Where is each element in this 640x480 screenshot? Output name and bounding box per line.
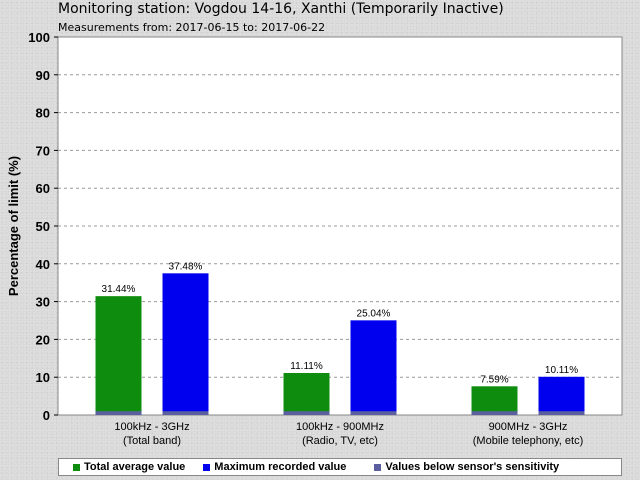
y-tick-label: 10 (36, 370, 50, 385)
chart-subtitle: Measurements from: 2017-06-15 to: 2017-0… (58, 21, 326, 34)
bar-maximum (350, 320, 397, 415)
bar-average (283, 373, 330, 415)
bar-average (95, 296, 142, 415)
bar-below-sensitivity (538, 411, 585, 415)
y-axis-label: Percentage of limit (%) (6, 156, 21, 296)
bar-below-sensitivity (471, 411, 518, 415)
legend-swatch-average (73, 463, 80, 471)
y-tick-label: 20 (36, 332, 50, 347)
data-label-maximum: 10.11% (545, 365, 578, 376)
bar-below-sensitivity (283, 411, 330, 415)
x-category-label: 900MHz - 3GHz (489, 421, 568, 433)
legend-item-below-sensitivity: Values below sensor's sensitivity (374, 461, 559, 473)
legend: Total average value Maximum recorded val… (58, 458, 622, 476)
x-category-sublabel: (Mobile telephony, etc) (473, 435, 583, 447)
x-category-sublabel: (Radio, TV, etc) (302, 435, 378, 447)
legend-swatch-below-sensitivity (374, 463, 382, 471)
y-tick-label: 50 (36, 219, 50, 234)
bar-below-sensitivity (95, 411, 142, 415)
legend-label-average: Total average value (84, 461, 186, 473)
x-category-label: 100kHz - 3GHz (114, 421, 189, 433)
y-tick-label: 70 (36, 143, 50, 158)
legend-label-maximum: Maximum recorded value (214, 461, 347, 473)
bar-below-sensitivity (162, 411, 209, 415)
data-label-average: 31.44% (102, 284, 136, 295)
y-tick-label: 90 (36, 68, 50, 83)
data-label-average: 11.11% (290, 361, 323, 372)
bar-maximum (538, 376, 585, 415)
data-label-average: 7.59% (480, 374, 508, 385)
data-label-maximum: 37.48% (169, 261, 203, 272)
bar-below-sensitivity (350, 411, 397, 415)
chart-title: Monitoring station: Vogdou 14-16, Xanthi… (58, 1, 504, 17)
x-category-sublabel: (Total band) (123, 435, 181, 447)
y-tick-label: 80 (36, 106, 50, 121)
y-tick-label: 30 (36, 295, 50, 310)
y-tick-label: 0 (43, 408, 50, 423)
y-tick-label: 60 (36, 181, 50, 196)
legend-swatch-maximum (203, 463, 211, 471)
bar-average (471, 386, 518, 415)
x-category-label: 100kHz - 900MHz (296, 421, 384, 433)
legend-item-average: Total average value (73, 461, 185, 473)
legend-label-below-sensitivity: Values below sensor's sensitivity (385, 461, 560, 473)
legend-item-maximum: Maximum recorded value (203, 461, 346, 473)
data-label-maximum: 25.04% (357, 308, 391, 319)
bar-maximum (162, 273, 209, 415)
y-tick-label: 40 (36, 257, 50, 272)
y-tick-label: 100 (28, 30, 50, 45)
